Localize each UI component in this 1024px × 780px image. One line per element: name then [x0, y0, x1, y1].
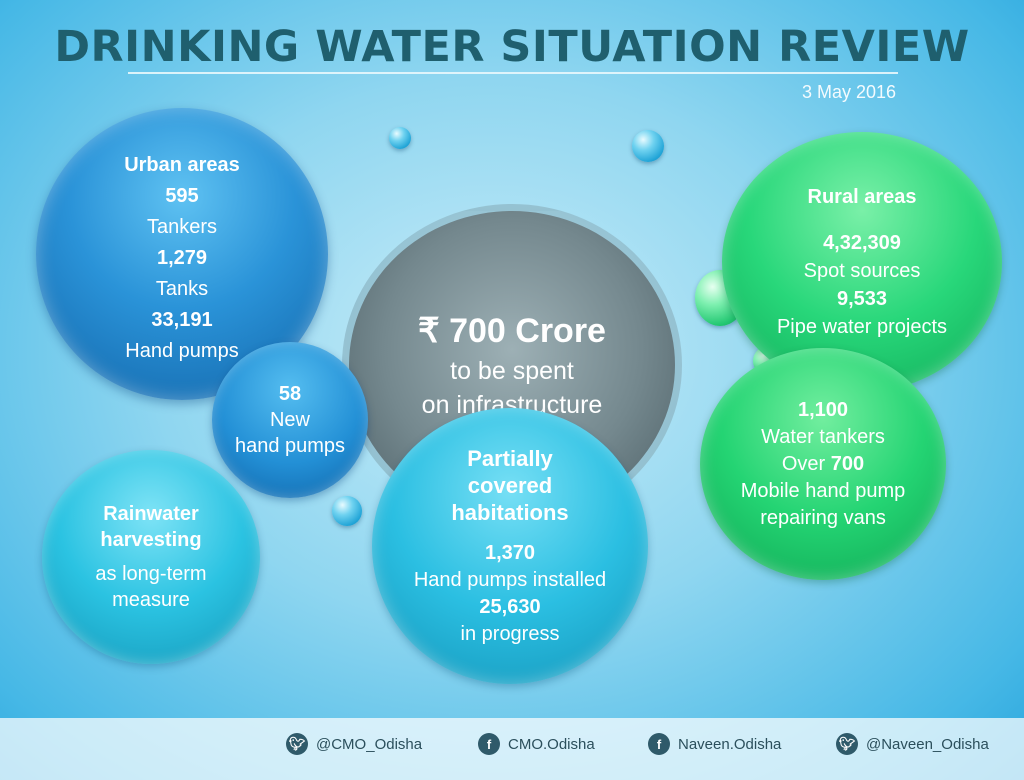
rural-spot-count: 4,32,309: [823, 232, 901, 254]
tankers-count: 1,100: [797, 398, 849, 421]
water-tankers-bubble: 1,100 Water tankers Over 700 Mobile hand…: [700, 348, 946, 580]
budget-amount: ₹ 700 Crore: [418, 312, 606, 350]
partial-line3: habitations: [451, 499, 569, 525]
twitter-icon: 🐦︎: [836, 733, 858, 755]
rain-line3: as long-term: [95, 563, 207, 585]
urban-heading: Urban areas: [124, 153, 240, 176]
partial-line2: covered: [467, 472, 553, 498]
partial-line1: Partially: [467, 445, 553, 471]
partial-installed-count: 1,370: [484, 541, 536, 564]
social-handle: @Naveen_Odisha: [866, 735, 989, 753]
tankers-label: Water tankers: [761, 425, 885, 448]
social-handle: CMO.Odisha: [508, 735, 595, 753]
facebook-icon: f: [478, 733, 500, 755]
droplet-decoration: [389, 127, 411, 149]
droplet-decoration: [332, 496, 362, 526]
social-handle: @CMO_Odisha: [316, 735, 423, 753]
urban-tankers-label: Tankers: [146, 215, 218, 238]
urban-pumps-count: 33,191: [151, 308, 213, 331]
rural-spot-label: Spot sources: [803, 260, 921, 282]
partial-progress-count: 25,630: [479, 595, 541, 618]
rain-line4: measure: [112, 589, 190, 611]
new-pumps-count: 58: [278, 383, 302, 405]
urban-tanks-count: 1,279: [156, 246, 208, 269]
vans-over-line: Over 700: [782, 451, 864, 478]
partial-installed-label: Hand pumps installed: [413, 568, 607, 591]
urban-tanks-label: Tanks: [155, 277, 209, 300]
social-handle: Naveen.Odisha: [678, 735, 782, 753]
new-hand-pumps-bubble: 58 New hand pumps: [212, 342, 368, 498]
new-pumps-line2: hand pumps: [234, 435, 346, 457]
rainwater-bubble: Rainwater harvesting as long-term measur…: [42, 450, 260, 664]
new-pumps-line1: New: [269, 409, 310, 431]
partially-covered-bubble: Partially covered habitations 1,370 Hand…: [372, 408, 648, 684]
title-divider: [128, 72, 898, 74]
vans-over-prefix: Over: [781, 452, 826, 475]
social-link-naveen-facebook[interactable]: f Naveen.Odisha: [648, 733, 781, 755]
social-link-cmo-facebook[interactable]: f CMO.Odisha: [478, 733, 595, 755]
page-title: DRINKING WATER SITUATION REVIEW: [54, 22, 970, 72]
rain-line1: Rainwater: [103, 503, 199, 525]
twitter-icon: 🐦︎: [286, 733, 308, 755]
rural-pipe-label: Pipe water projects: [776, 316, 948, 338]
vans-line2: repairing vans: [760, 506, 886, 529]
droplet-decoration: [632, 130, 664, 162]
facebook-icon: f: [648, 733, 670, 755]
vans-over-count: 700: [830, 452, 865, 475]
vans-line1: Mobile hand pump: [740, 479, 906, 502]
date-label: 3 May 2016: [801, 82, 896, 102]
rural-areas-bubble: Rural areas 4,32,309 Spot sources 9,533 …: [722, 132, 1002, 392]
social-link-cmo-twitter[interactable]: 🐦︎ @CMO_Odisha: [286, 733, 422, 755]
rain-line2: harvesting: [100, 529, 202, 551]
social-link-naveen-twitter[interactable]: 🐦︎ @Naveen_Odisha: [836, 733, 989, 755]
urban-pumps-label: Hand pumps: [125, 339, 239, 362]
partial-progress-label: in progress: [460, 622, 560, 645]
rural-pipe-count: 9,533: [836, 288, 888, 310]
rural-heading: Rural areas: [807, 186, 917, 208]
urban-tankers-count: 595: [165, 184, 199, 207]
budget-line1: to be spent: [450, 357, 574, 385]
